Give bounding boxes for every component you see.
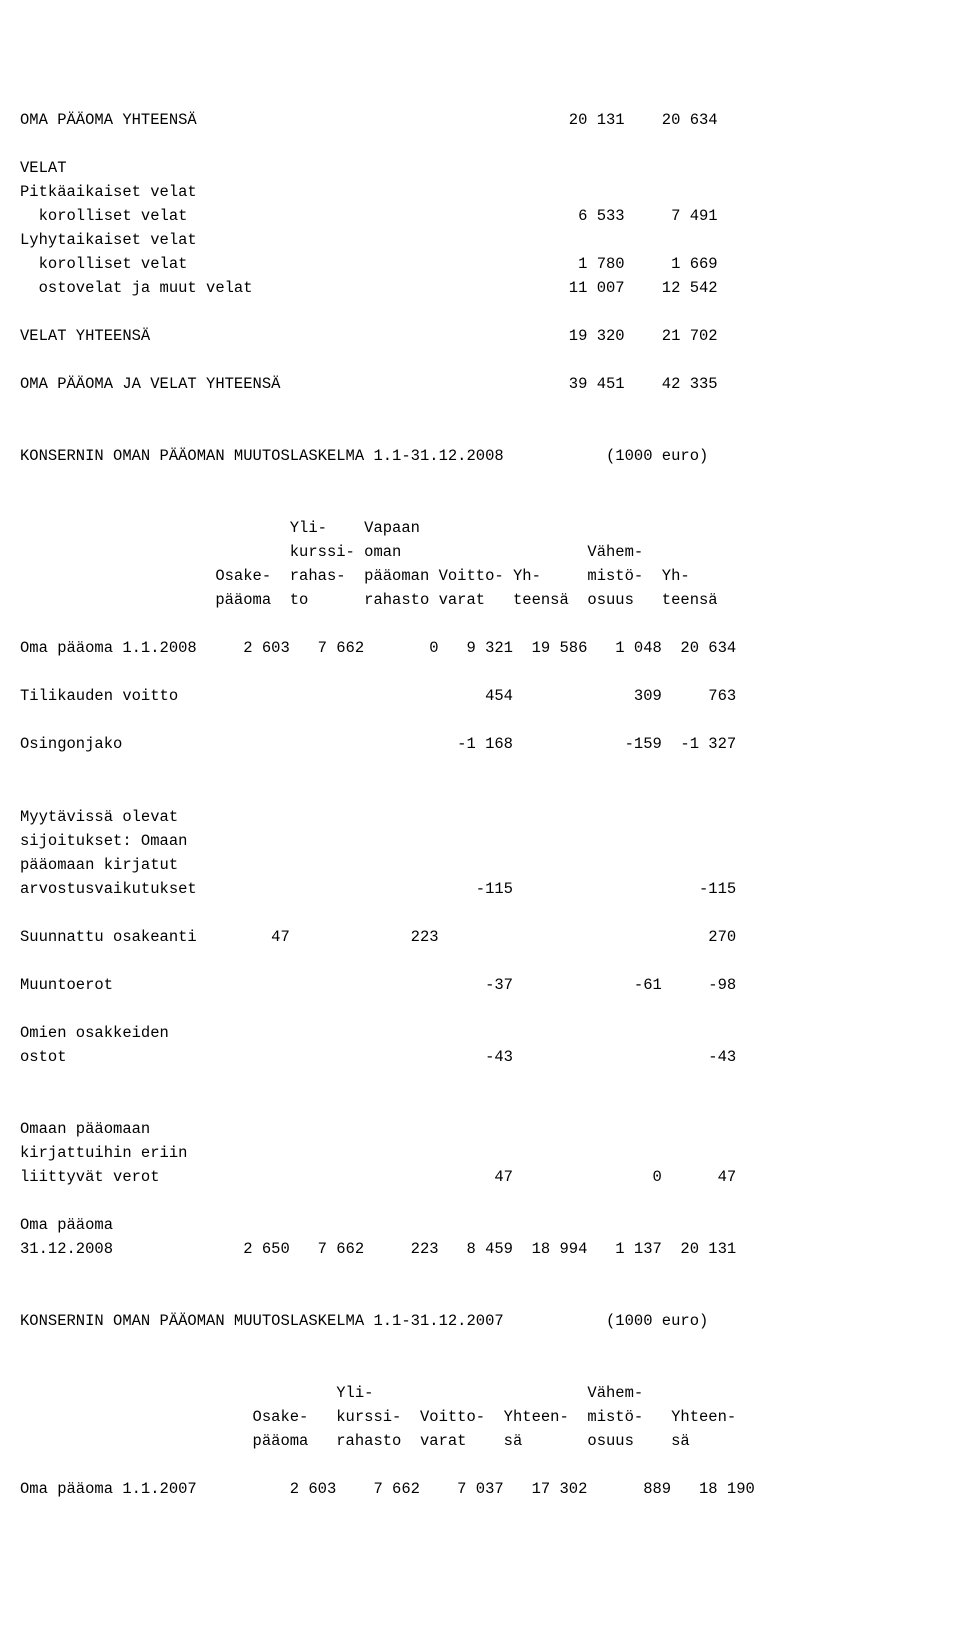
document-root: OMA PÄÄOMA YHTEENSÄ 20 131 20 634 VELAT … xyxy=(20,108,960,1501)
